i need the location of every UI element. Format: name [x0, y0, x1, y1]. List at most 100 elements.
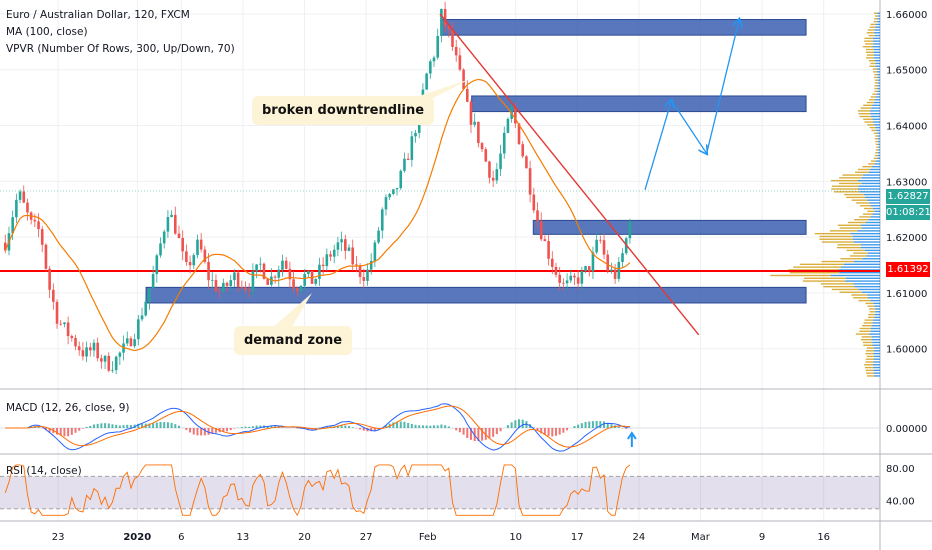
candle-body: [576, 277, 580, 284]
volume-profile-bar: [867, 316, 875, 319]
macd-histogram-bar: [481, 428, 484, 441]
candle-body: [3, 242, 7, 251]
volume-profile-bar: [854, 219, 869, 221]
volume-profile-bar: [878, 149, 880, 151]
candle-body: [525, 156, 528, 169]
volume-profile-bar: [874, 375, 880, 377]
volume-profile-bar: [865, 352, 874, 355]
date-tick-label: 6: [178, 532, 184, 543]
volume-profile-bar: [851, 199, 868, 201]
volume-profile-bar: [865, 302, 874, 305]
volume-profile-bar: [875, 26, 880, 28]
volume-profile-bar: [837, 244, 861, 246]
candle-body: [451, 29, 454, 47]
candle-body: [44, 244, 48, 269]
volume-profile-bar: [860, 338, 872, 341]
candle-body: [188, 262, 192, 266]
volume-profile-bar: [873, 352, 880, 355]
volume-profile-bar: [871, 325, 880, 327]
date-tick-label: Feb: [419, 532, 437, 543]
volume-profile-bar: [870, 327, 880, 330]
volume-profile-bar: [876, 129, 880, 132]
date-tick-label: 16: [817, 532, 830, 543]
volume-profile-bar: [874, 18, 878, 20]
volume-profile-bar: [874, 85, 878, 87]
volume-profile-bar: [866, 101, 875, 104]
rsi-line: [4, 464, 631, 517]
macd-histogram-bar: [359, 428, 362, 430]
rsi-legend[interactable]: RSI (14, close): [6, 465, 82, 477]
volume-profile-bar: [876, 146, 879, 148]
downtrend-line[interactable]: [439, 13, 700, 336]
volume-profile-bar: [871, 336, 880, 338]
volume-profile-bar: [872, 213, 880, 215]
macd-histogram-bar: [540, 428, 543, 434]
volume-profile-bar: [831, 288, 859, 291]
macd-panel: [0, 403, 880, 452]
candle-body: [613, 269, 617, 279]
candle-body: [92, 342, 96, 351]
volume-profile-bar: [873, 369, 880, 372]
macd-histogram-bar: [351, 427, 354, 428]
macd-histogram-bar: [314, 428, 317, 429]
volume-profile-bar: [874, 138, 878, 140]
candle-body: [266, 278, 269, 285]
volume-profile-bar: [874, 73, 878, 76]
candle-body: [621, 253, 624, 262]
volume-profile-bar: [877, 76, 880, 79]
volume-profile-bar: [864, 37, 874, 40]
candle-body: [203, 249, 207, 262]
candle-body: [240, 287, 244, 288]
candle-body: [251, 271, 255, 291]
volume-profile-bar: [865, 358, 874, 360]
ma-legend[interactable]: MA (100, close): [6, 26, 88, 38]
candle-body: [543, 239, 547, 242]
candle-body: [284, 260, 288, 269]
volume-profile-bar: [866, 347, 875, 349]
macd-histogram-bar: [447, 426, 450, 428]
demand-zone-callout[interactable]: demand zone: [234, 326, 353, 355]
projection-arrows[interactable]: [644, 20, 740, 190]
vpvr-legend[interactable]: VPVR (Number Of Rows, 300, Up/Down, 70): [6, 43, 235, 55]
candle-body: [173, 214, 177, 234]
volume-profile-bar: [839, 177, 862, 179]
candle-body: [465, 88, 469, 102]
candle-body: [166, 217, 170, 232]
volume-profile-bar: [873, 76, 878, 79]
volume-profile-bar: [861, 177, 880, 179]
projection-segment: [706, 20, 740, 154]
macd-histogram-bar: [373, 428, 376, 431]
macd-histogram-bar: [63, 428, 66, 437]
candle-body: [340, 239, 343, 243]
candle-body: [103, 355, 107, 362]
support-line[interactable]: [0, 190, 880, 273]
volume-profile-bar: [865, 361, 874, 363]
downtrend-callout[interactable]: broken downtrendline: [252, 96, 435, 125]
volume-profile-bar: [857, 168, 871, 171]
volume-profile-bar: [858, 288, 880, 291]
candle-body: [406, 158, 410, 160]
candle-body: [425, 73, 428, 90]
downtrend-trendline: [439, 13, 700, 336]
volume-profile-bar: [870, 112, 880, 115]
macd-up-arrowhead: [627, 431, 637, 440]
symbol-title: Euro / Australian Dollar, 120, FXCM: [6, 9, 190, 21]
volume-profile-bar: [860, 224, 880, 226]
volume-profile-bar: [793, 266, 841, 268]
candle-body: [321, 264, 325, 267]
candle-body: [133, 339, 136, 347]
volume-profile-bar: [814, 232, 851, 235]
candle-body: [222, 282, 225, 292]
volume-profile-bar: [863, 118, 873, 120]
candle-body: [499, 153, 502, 170]
macd-legend[interactable]: MACD (12, 26, close, 9): [6, 402, 130, 414]
macd-histogram-bar: [532, 427, 535, 428]
volume-profile-bar: [875, 96, 880, 98]
candle-body: [599, 239, 602, 241]
volume-profile-bar: [863, 193, 880, 196]
volume-profile-bar: [873, 43, 880, 45]
macd-histogram-bar: [603, 421, 606, 428]
volume-profile-bar: [859, 330, 871, 332]
